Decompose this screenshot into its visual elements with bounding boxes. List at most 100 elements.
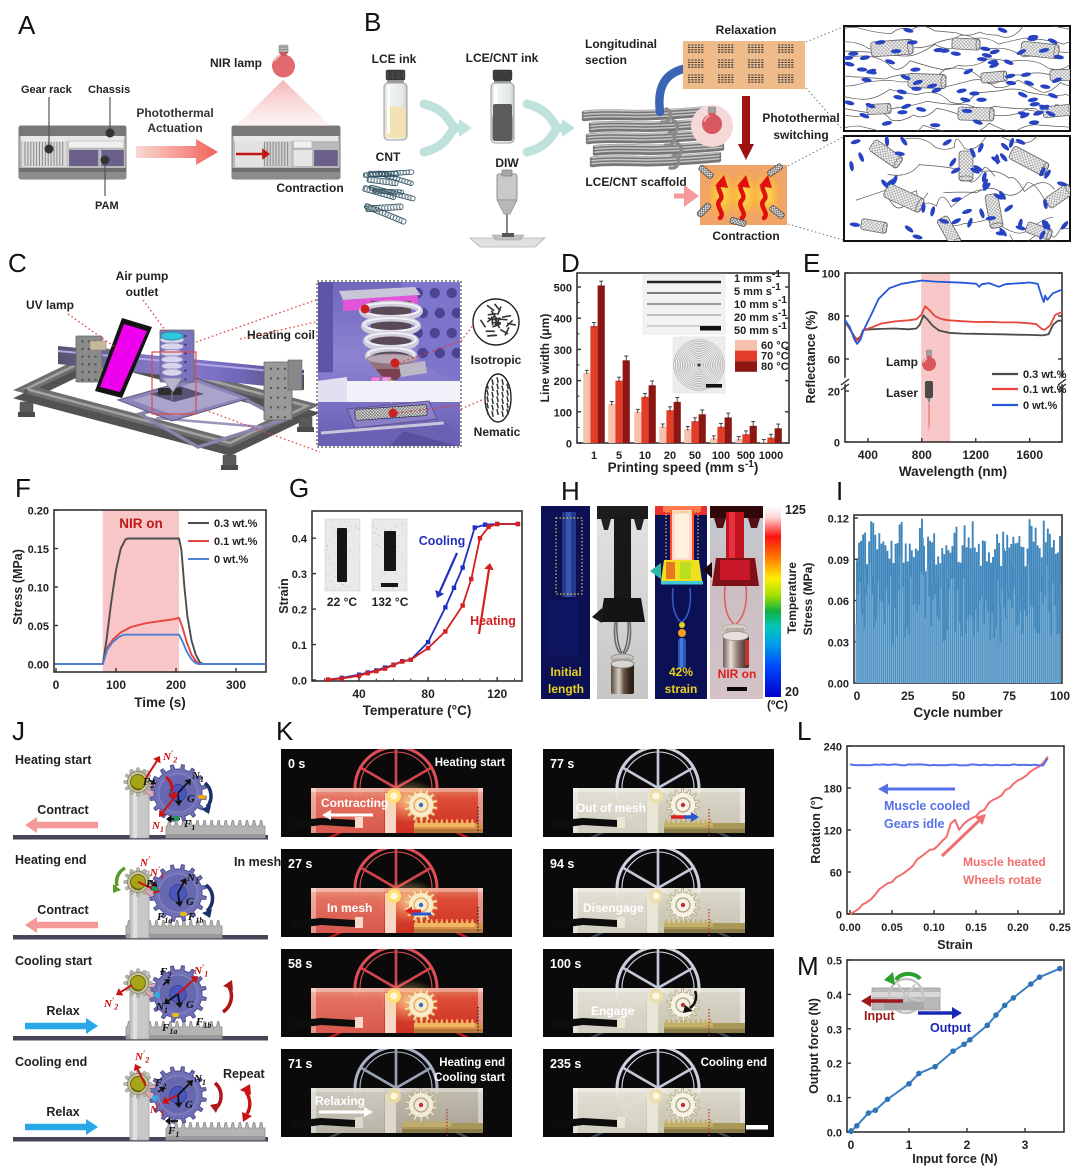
svg-text:D: D xyxy=(561,248,580,278)
svg-text:0.0: 0.0 xyxy=(827,1128,842,1140)
svg-text:Input: Input xyxy=(864,1009,895,1023)
svg-text:300: 300 xyxy=(226,678,246,692)
svg-text:Wheels rotate: Wheels rotate xyxy=(963,873,1042,887)
svg-text:F1b: F1b xyxy=(195,1016,211,1030)
svg-text:Cooling end: Cooling end xyxy=(15,1055,87,1069)
svg-text:0.05: 0.05 xyxy=(881,922,902,934)
svg-text:Heating end: Heating end xyxy=(15,853,87,867)
svg-text:60: 60 xyxy=(828,355,840,367)
svg-text:0: 0 xyxy=(854,689,861,703)
svg-text:0.00: 0.00 xyxy=(28,660,49,672)
svg-text:75: 75 xyxy=(1003,689,1017,703)
svg-text:0.1: 0.1 xyxy=(292,640,307,652)
svg-text:3: 3 xyxy=(1022,1138,1029,1152)
svg-text:60 °C: 60 °C xyxy=(761,340,789,352)
svg-text:PAM: PAM xyxy=(95,200,119,212)
svg-text:0.12: 0.12 xyxy=(828,514,849,526)
svg-text:E: E xyxy=(803,248,820,278)
svg-text:Input force (N): Input force (N) xyxy=(912,1152,997,1166)
svg-text:Photothermal: Photothermal xyxy=(762,111,839,125)
svg-text:100: 100 xyxy=(822,269,840,281)
svg-text:0.2: 0.2 xyxy=(827,1059,842,1071)
svg-text:(ºC): (ºC) xyxy=(767,698,788,712)
svg-text:0.06: 0.06 xyxy=(828,596,849,608)
svg-text:100: 100 xyxy=(554,407,572,419)
svg-text:1: 1 xyxy=(906,1138,913,1152)
svg-text:0.05: 0.05 xyxy=(28,621,49,633)
svg-text:Line width (μm): Line width (μm) xyxy=(538,314,552,403)
svg-text:Actuation: Actuation xyxy=(147,121,202,135)
svg-text:Isotropic: Isotropic xyxy=(471,353,522,367)
svg-text:0.3 wt.%: 0.3 wt.% xyxy=(214,518,258,530)
svg-text:length: length xyxy=(548,682,584,696)
svg-text:0.15: 0.15 xyxy=(28,544,49,556)
svg-text:In mesh: In mesh xyxy=(234,855,281,869)
svg-text:In mesh: In mesh xyxy=(327,901,372,915)
svg-text:Contract: Contract xyxy=(37,803,89,817)
svg-text:Printing speed (mm s-1): Printing speed (mm s-1) xyxy=(608,459,759,475)
svg-text:200: 200 xyxy=(166,678,186,692)
svg-text:A: A xyxy=(18,10,36,40)
svg-text:120: 120 xyxy=(487,687,507,701)
svg-text:0: 0 xyxy=(836,910,842,922)
svg-text:0 wt.%: 0 wt.% xyxy=(1023,400,1057,412)
svg-text:Contract: Contract xyxy=(37,903,89,917)
svg-text:300: 300 xyxy=(554,345,572,357)
svg-text:Temperature (°C): Temperature (°C) xyxy=(363,703,472,718)
svg-text:N1: N1 xyxy=(151,820,164,834)
svg-text:Chassis: Chassis xyxy=(88,84,130,96)
svg-text:Laser: Laser xyxy=(886,386,918,400)
svg-text:Cooling start: Cooling start xyxy=(434,1072,505,1084)
svg-text:2: 2 xyxy=(964,1138,971,1152)
svg-text:Relax: Relax xyxy=(46,1004,79,1018)
svg-text:Air pump: Air pump xyxy=(116,269,169,283)
svg-text:500: 500 xyxy=(554,283,572,295)
svg-text:235 s: 235 s xyxy=(550,1057,581,1071)
svg-text:Wavelength (nm): Wavelength (nm) xyxy=(899,464,1007,479)
svg-text:Cycle number: Cycle number xyxy=(913,705,1003,720)
svg-text:0.09: 0.09 xyxy=(828,555,849,567)
svg-text:400: 400 xyxy=(858,448,878,462)
svg-text:Heating start: Heating start xyxy=(15,753,92,767)
svg-text:1000: 1000 xyxy=(759,450,783,462)
svg-text:71 s: 71 s xyxy=(288,1057,312,1071)
svg-text:section: section xyxy=(585,53,627,67)
svg-text:1: 1 xyxy=(591,450,597,462)
svg-text:0.15: 0.15 xyxy=(965,922,986,934)
svg-text:400: 400 xyxy=(554,314,572,326)
svg-text:120: 120 xyxy=(824,826,842,838)
svg-text:0.1 wt.%: 0.1 wt.% xyxy=(1023,384,1067,396)
svg-text:NIR on: NIR on xyxy=(718,667,757,681)
svg-text:Heating start: Heating start xyxy=(435,757,505,769)
svg-text:100: 100 xyxy=(1050,689,1070,703)
svg-text:G: G xyxy=(187,793,195,805)
svg-text:10 mm s-1: 10 mm s-1 xyxy=(734,295,787,311)
svg-text:10: 10 xyxy=(639,450,651,462)
svg-text:switching: switching xyxy=(773,128,828,142)
svg-text:0.3: 0.3 xyxy=(827,1024,842,1036)
svg-text:J: J xyxy=(12,716,25,746)
svg-text:240: 240 xyxy=(824,742,842,754)
svg-text:outlet: outlet xyxy=(126,285,159,299)
svg-text:42%: 42% xyxy=(669,665,693,679)
svg-text:1600: 1600 xyxy=(1016,448,1043,462)
svg-text:132 °C: 132 °C xyxy=(372,595,409,609)
svg-text:Contracting: Contracting xyxy=(321,796,388,810)
svg-text:0: 0 xyxy=(53,678,60,692)
svg-text:G: G xyxy=(186,999,194,1011)
svg-text:100 s: 100 s xyxy=(550,957,581,971)
svg-text:80 °C: 80 °C xyxy=(761,361,789,373)
svg-text:Contraction: Contraction xyxy=(712,229,779,243)
svg-text:77 s: 77 s xyxy=(550,757,574,771)
svg-text:Cooling end: Cooling end xyxy=(701,1057,767,1069)
svg-text:Relaxing: Relaxing xyxy=(315,1094,365,1108)
svg-text:CNT: CNT xyxy=(376,150,401,164)
svg-text:0.1: 0.1 xyxy=(827,1093,842,1105)
svg-text:Photothermal: Photothermal xyxy=(136,106,213,120)
svg-text:40: 40 xyxy=(352,687,366,701)
svg-text:0 s: 0 s xyxy=(288,757,305,771)
svg-text:0: 0 xyxy=(566,439,572,451)
svg-text:B: B xyxy=(364,7,381,37)
svg-text:100: 100 xyxy=(106,678,126,692)
svg-text:Rotation (°): Rotation (°) xyxy=(809,796,823,863)
